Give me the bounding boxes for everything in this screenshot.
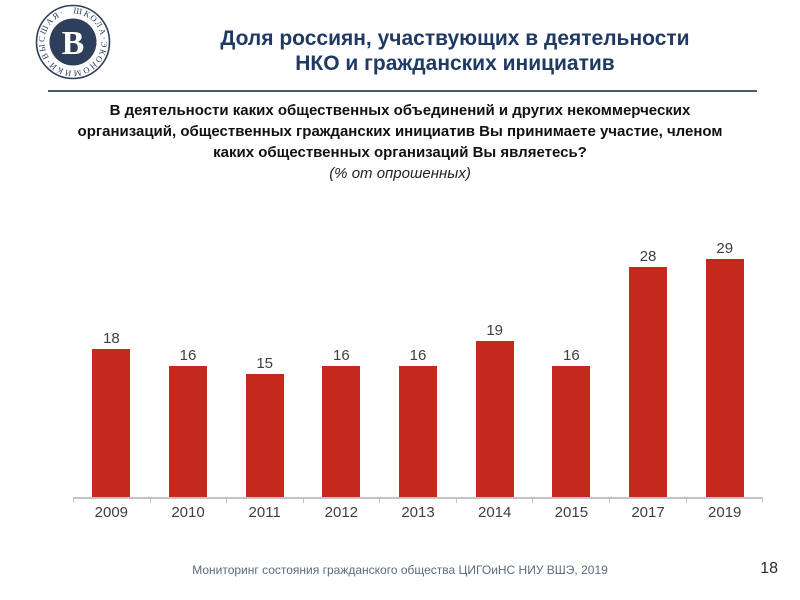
bar-value-label: 16	[179, 347, 197, 364]
bar-value-label: 15	[256, 355, 274, 372]
bar-column: 16	[303, 229, 380, 497]
bar-column: 19	[456, 229, 533, 497]
bar	[475, 341, 514, 497]
x-axis-label: 2017	[631, 504, 665, 521]
axis-tick-cell	[149, 499, 227, 503]
bar-column: 18	[73, 229, 150, 497]
bar-chart-plot-area: 18 16 15 16 16 19 16 28 29	[73, 229, 763, 497]
survey-question-line3: каких общественных организаций Вы являет…	[213, 144, 587, 161]
source-note: Мониторинг состояния гражданского общест…	[192, 563, 608, 577]
survey-question: В деятельности каких общественных объеди…	[45, 100, 755, 184]
bar-column: 15	[226, 229, 303, 497]
bar-value-label: 16	[563, 347, 580, 364]
x-axis-label: 2010	[171, 504, 205, 521]
bar-column: 16	[380, 229, 457, 497]
x-axis-label: 2019	[708, 504, 742, 521]
x-axis-line	[73, 497, 764, 503]
axis-tick-cell	[302, 499, 380, 503]
page-number: 18	[760, 560, 778, 577]
hse-logo-emblem: ШКОЛА·ЭКОНОМИКИ·ВЫСШАЯ· В	[35, 4, 111, 80]
hse-logo: ШКОЛА·ЭКОНОМИКИ·ВЫСШАЯ· В	[34, 3, 112, 81]
survey-question-note: (% от опрошенных)	[329, 165, 471, 182]
x-axis-label: 2015	[554, 504, 589, 521]
axis-tick-cell	[532, 499, 609, 503]
bar	[92, 349, 131, 497]
page-title-line2: НКО и гражданских инициатив	[295, 52, 615, 75]
x-axis-label: 2012	[324, 504, 359, 521]
bar-value-label: 18	[102, 330, 120, 347]
bar-value-label: 16	[409, 347, 427, 364]
page-title: Доля россиян, участвующих в деятельности…	[140, 26, 770, 76]
x-axis-label: 2014	[478, 504, 512, 521]
x-axis-label: 2013	[401, 504, 435, 521]
axis-tick-cell	[73, 499, 150, 503]
bar	[245, 374, 284, 497]
page-title-line1: Доля россиян, участвующих в деятельности	[220, 27, 690, 50]
x-axis-label: 2009	[94, 504, 129, 521]
bar-column: 16	[533, 229, 610, 497]
bar-column: 29	[686, 229, 763, 497]
bar-value-label: 16	[333, 347, 350, 364]
bar-value-label: 28	[639, 248, 657, 265]
bar-value-label: 19	[486, 322, 504, 339]
bar	[552, 366, 591, 497]
bar-value-label: 29	[716, 240, 734, 257]
logo-monogram: В	[62, 25, 85, 62]
axis-tick-cell	[608, 499, 686, 503]
axis-tick-cell	[379, 499, 456, 503]
bar	[169, 366, 207, 497]
bar-column: 28	[610, 229, 687, 497]
survey-question-line1: В деятельности каких общественных объеди…	[109, 102, 691, 119]
axis-tick-cell	[226, 499, 303, 503]
bar	[399, 366, 438, 497]
bar-chart: 18 16 15 16 16 19 16 28 29 2009 2010 2011 2012 2013 2…	[73, 229, 764, 521]
title-divider	[48, 90, 757, 92]
axis-tick-cell	[685, 499, 764, 503]
bar	[629, 267, 668, 497]
survey-question-line2: организаций, общественных гражданских ин…	[77, 123, 723, 140]
bar	[322, 366, 361, 497]
x-axis-label: 2011	[248, 504, 281, 521]
x-axis-labels: 2009 2010 2011 2012 2013 2014 2015 2017 2019	[73, 504, 763, 521]
bar-column: 16	[150, 229, 227, 497]
bar	[705, 259, 744, 497]
axis-tick-cell	[455, 499, 533, 503]
